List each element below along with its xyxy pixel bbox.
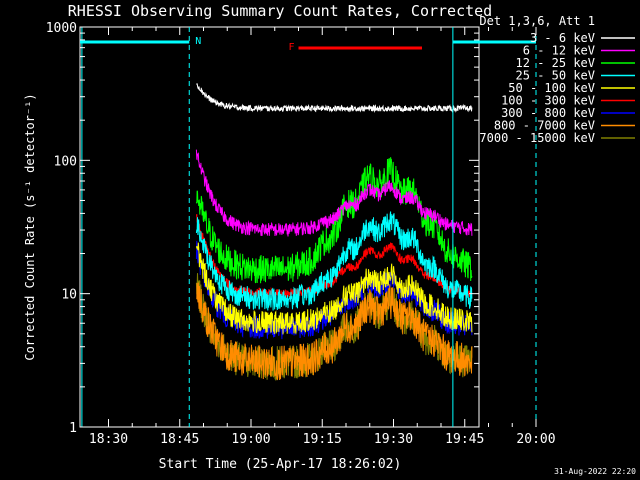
x-tick-label: 18:45 xyxy=(160,432,199,447)
x-tick-label: 19:15 xyxy=(303,432,342,447)
series-line xyxy=(195,149,473,237)
chart-title: RHESSI Observing Summary Count Rates, Co… xyxy=(68,2,492,20)
y-tick-label: 100 xyxy=(54,154,77,169)
legend-label: 12 - 25 keV xyxy=(516,56,595,70)
legend-label: 6 - 12 keV xyxy=(523,44,595,58)
x-tick-label: 19:30 xyxy=(374,432,413,447)
legend-label: 25 - 50 keV xyxy=(516,69,595,83)
annotation-lines xyxy=(81,27,537,427)
series-line xyxy=(196,83,473,114)
axis-ticks: 18:30 18:45 19:00 19:15 19:30 19:45 20:00 1 10 10… xyxy=(46,21,556,447)
legend-label: 50 - 100 keV xyxy=(508,81,595,95)
legend-label: 3 - 6 keV xyxy=(530,31,595,45)
legend-title: Det 1,3,6, Att 1 xyxy=(479,14,595,28)
series-line xyxy=(195,157,473,284)
legend-label: 300 - 800 keV xyxy=(501,106,595,120)
y-tick-label: 1 xyxy=(69,421,77,436)
series-line xyxy=(195,214,473,299)
series-line xyxy=(195,242,473,335)
plot-frame xyxy=(79,26,480,428)
x-tick-label: 19:00 xyxy=(231,432,270,447)
x-tick-label: 20:00 xyxy=(516,432,555,447)
x-axis-label: Start Time (25-Apr-17 18:26:02) xyxy=(159,457,402,472)
footer-timestamp: 31-Aug-2022 22:20 xyxy=(554,467,636,476)
annotation-label: F xyxy=(289,42,295,53)
data-layer xyxy=(195,83,473,381)
annotation-label: N xyxy=(195,36,201,47)
legend-label: 100 - 300 keV xyxy=(501,94,595,108)
y-axis-label: Corrected Count Rate (s⁻¹ detector⁻¹) xyxy=(23,93,37,360)
x-tick-label: 18:30 xyxy=(89,432,128,447)
attenuator-bars: NF xyxy=(80,36,536,53)
legend-label: 7000 - 15000 keV xyxy=(479,131,595,145)
series-line xyxy=(196,282,473,381)
y-tick-label: 10 xyxy=(61,288,77,303)
legend-label: 800 - 7000 keV xyxy=(494,119,595,133)
x-tick-label: 19:45 xyxy=(445,432,484,447)
y-tick-label: 1000 xyxy=(46,21,77,36)
series-line xyxy=(195,211,473,311)
plot-area: NF 18:30 18:45 19:00 19:15 19:30 19:45 20:0011… xyxy=(46,21,556,447)
